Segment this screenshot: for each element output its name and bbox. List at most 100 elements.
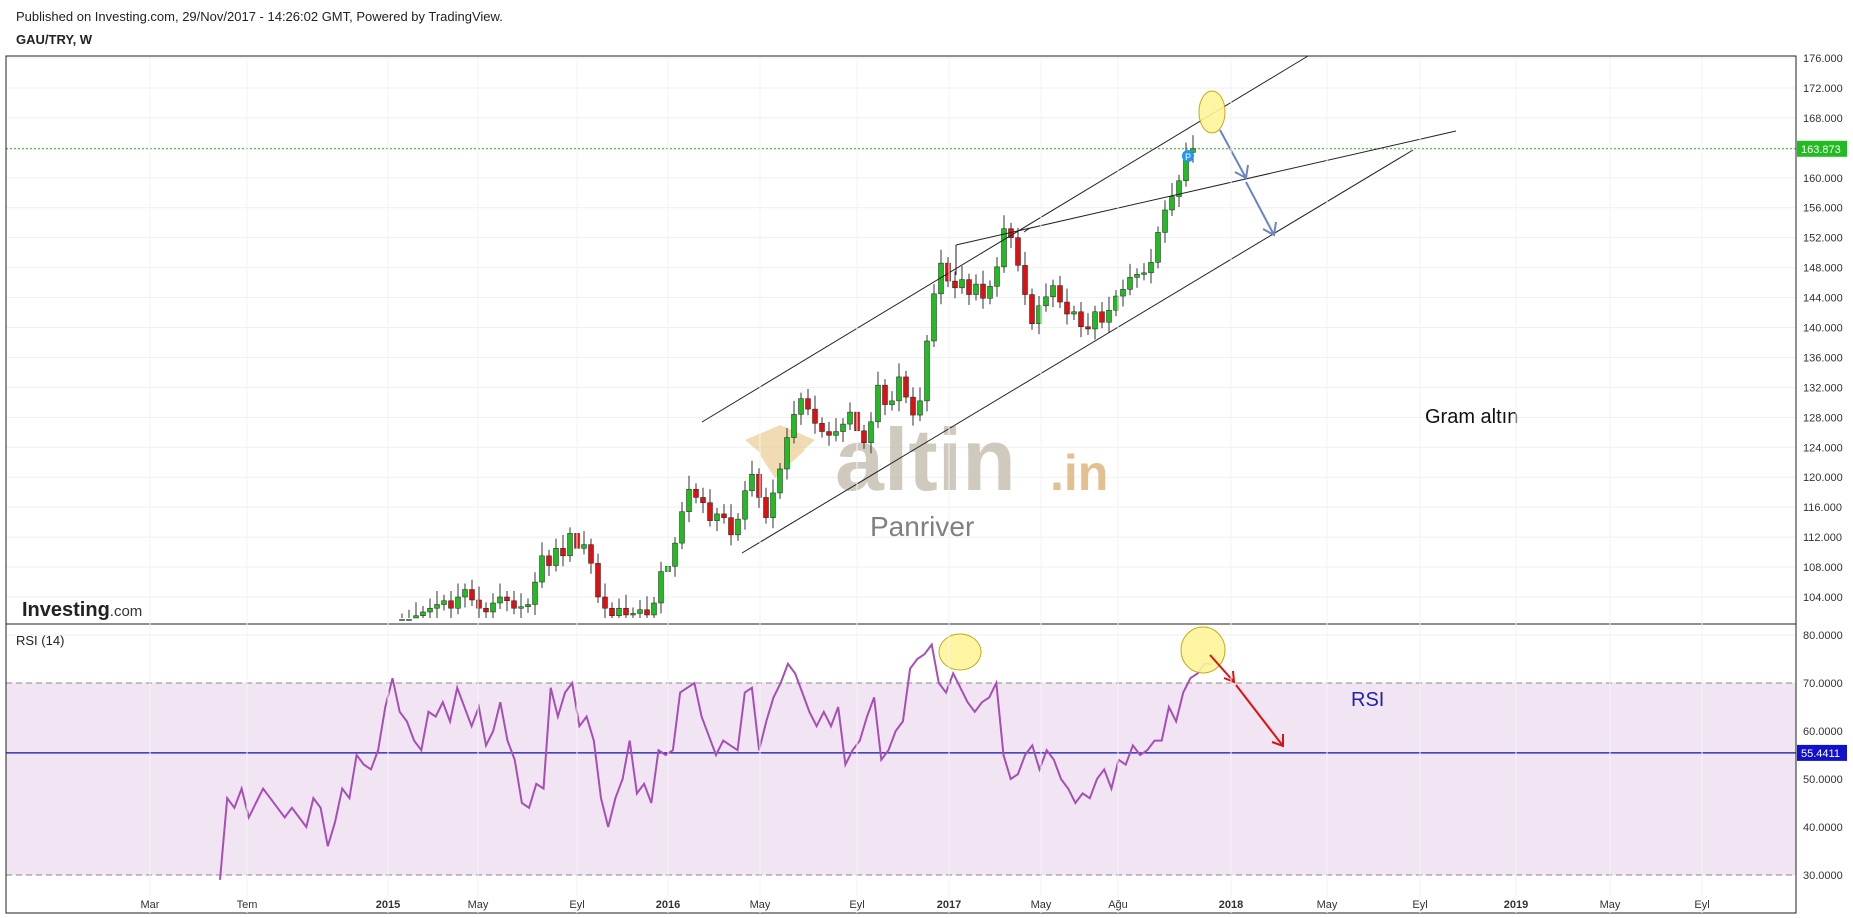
date-tick-label: Mar [141,899,160,911]
date-tick-label: Eyl [849,899,864,911]
highlight-rsi-peak-2 [1180,626,1226,674]
watermark-altin-text: altin [835,410,1016,509]
rsi-last-label: 55.4411 [1801,748,1840,760]
price-tick-label: 112.000 [1803,532,1842,544]
annotation-rsi: RSI [1351,689,1384,711]
rsi-panel-title: RSI (14) [16,633,64,648]
price-marker-icon [1182,150,1194,162]
candle-down [1078,311,1084,328]
rsi-tick-label: 50.0000 [1803,774,1843,786]
candle-down [483,607,489,613]
candle-up [917,400,923,416]
candle-up [497,596,503,604]
candle-up [784,437,790,470]
price-tick-label: 132.000 [1803,382,1843,394]
candle-down [1085,326,1091,330]
watermark: altin .in Panriver [745,410,1108,542]
rsi-tick-label: 40.0000 [1803,822,1843,834]
candle-down [602,596,608,609]
rsi-line [219,642,1212,880]
date-axis: Mar Tem 2015 May Eyl 2016 May Eyl 2017 May Ağu 2018… [141,58,1710,913]
wedge-mid-tick [1023,227,1031,233]
candle-up [679,511,685,544]
candle-up [896,376,902,402]
candle-up [1043,296,1049,307]
date-tick-label: Eyl [1694,899,1709,911]
candle-down [812,408,818,424]
candle-down [546,555,552,566]
price-tick-label: 116.000 [1803,502,1842,514]
price-tick-label: 176.000 [1803,53,1843,65]
candle-down [476,599,482,609]
candle-down [623,607,629,616]
price-tick-label: 140.000 [1803,323,1843,335]
candle-up [742,490,748,520]
watermark-panriver-text: Panriver [870,511,974,542]
annotation-gram-altin: Gram altın [1425,406,1518,428]
candle-up [1050,285,1056,298]
candle-up [1120,289,1126,297]
candle-down [952,280,958,289]
price-tick-label: 172.000 [1803,83,1843,95]
candle-up [1169,196,1175,211]
candle-up [420,611,426,616]
candle-down [1099,311,1105,323]
candle-up [651,602,657,616]
date-tick-label: May [468,899,489,911]
rsi-tick-label: 80.0000 [1803,630,1843,642]
candle-up [973,283,979,295]
highlight-price-peak [1198,90,1226,134]
price-tick-label: 144.000 [1803,293,1843,305]
candle-up [1001,228,1007,268]
price-tick-label: 160.000 [1803,173,1843,185]
candle-up [581,544,587,549]
published-caption: Published on Investing.com, 29/Nov/2017 … [16,9,503,24]
candle-up [406,619,412,621]
date-tick-label: Eyl [569,899,584,911]
candle-up [798,398,804,415]
last-price-label: 163.873 [1801,144,1841,156]
candle-up [434,604,440,609]
candle-up [791,414,797,438]
candle-up [441,600,447,605]
candle-down [763,497,769,518]
candle-up [868,421,874,444]
date-tick-label: Tem [237,899,258,911]
price-tick-label: 120.000 [1803,472,1843,484]
candle-up [1141,272,1147,275]
candle-down [721,513,727,518]
candle-up [672,542,678,567]
date-tick-label: May [1031,899,1052,911]
candle-up [1155,232,1161,263]
price-tick-label: 136.000 [1803,352,1843,364]
wedge-upper-line [955,130,1457,246]
candle-up [1106,310,1112,323]
candle-down [560,548,566,557]
candle-down [588,544,594,564]
rsi-band [6,683,1796,875]
date-tick-label: May [750,899,771,911]
date-tick-label: 2019 [1504,899,1528,911]
price-grid [6,57,1796,598]
candle-down [756,473,762,498]
candle-up [770,492,776,518]
date-tick-label: May [1600,899,1621,911]
rsi-panel-frame [5,623,1797,914]
candle-up [686,488,692,512]
candle-down [1064,301,1070,315]
symbol-title: GAU/TRY, W [16,32,93,47]
candle-up [616,607,622,616]
watermark-logo-icon [745,425,815,478]
candle-up [840,423,846,432]
candle-down [805,398,811,410]
date-tick-label: Eyl [1412,899,1427,911]
candle-up [1134,274,1140,278]
candle-down [448,600,454,609]
candle-up [931,293,937,342]
candle-up [455,596,461,609]
candle-up [1071,311,1077,315]
candle-up [1176,180,1182,197]
highlight-rsi-peak-1 [938,633,982,671]
candle-up [1127,277,1133,290]
